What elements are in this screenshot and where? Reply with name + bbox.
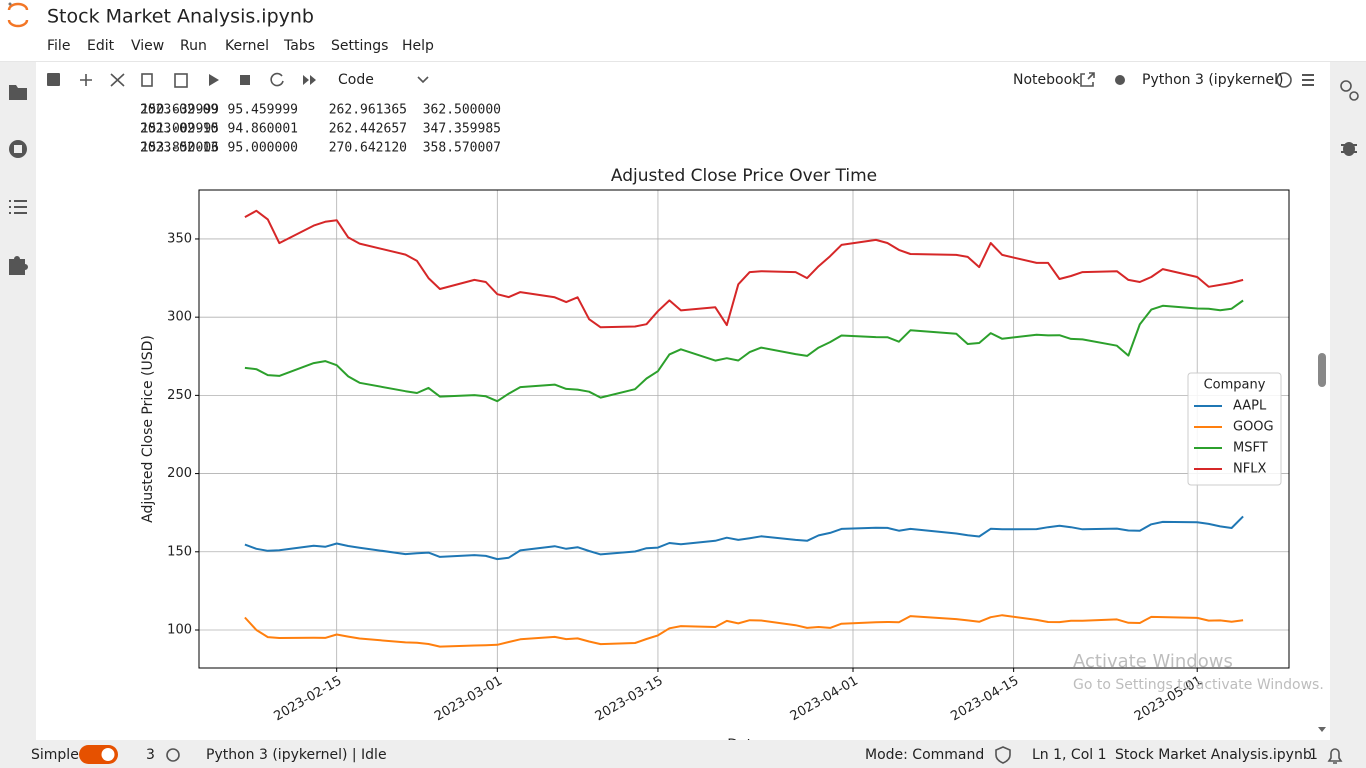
file-browser-icon[interactable] xyxy=(9,85,27,100)
y-tick-label: 150 xyxy=(167,544,192,559)
output-cell: 358.570007 xyxy=(423,141,501,156)
legend-label: AAPL xyxy=(1233,399,1267,414)
menu-item[interactable]: Kernel xyxy=(225,38,269,54)
extension-icon[interactable] xyxy=(9,256,28,275)
watermark-title: Activate Windows xyxy=(1073,651,1233,672)
run-button[interactable] xyxy=(209,74,219,86)
notebook-button[interactable]: Notebook xyxy=(1013,72,1081,88)
kernel-status[interactable]: Python 3 (ipykernel) | Idle xyxy=(206,747,387,763)
series-line xyxy=(244,614,1244,648)
plot-area xyxy=(199,190,1289,668)
scrollbar-thumb[interactable] xyxy=(1318,353,1326,387)
output-cell: 151.009995 xyxy=(141,122,219,137)
y-tick-label: 300 xyxy=(167,310,192,325)
sidebar-icons xyxy=(9,85,28,275)
y-tick-label: 100 xyxy=(167,622,192,637)
output-cell: 262.961365 xyxy=(329,103,407,118)
legend: Company AAPL GOOG MSFT NFLX xyxy=(1187,372,1282,486)
notification-bell[interactable] xyxy=(1327,748,1343,764)
kernel-name[interactable]: Python 3 (ipykernel) xyxy=(1142,72,1283,88)
y-tick-label: 250 xyxy=(167,388,192,403)
output-cell: 270.642120 xyxy=(329,141,407,156)
watermark-text: Go to Settings to activate Windows. xyxy=(1073,677,1324,693)
y-axis-label: Adjusted Close Price (USD) xyxy=(140,335,156,523)
left-sidebar xyxy=(0,62,36,740)
status-bar xyxy=(0,740,1366,768)
menu-bar: File Edit View Run Kernel Tabs Settings Help xyxy=(47,38,434,54)
x-tick-label: 2023-03-15 xyxy=(593,674,666,725)
series-line xyxy=(244,299,1244,403)
right-sidebar xyxy=(1330,62,1366,740)
output-cell: 2023-02-10 xyxy=(140,122,218,137)
toolbar-buttons xyxy=(47,72,1314,88)
scroll-down[interactable] xyxy=(1318,727,1326,732)
legend-label: NFLX xyxy=(1233,462,1266,477)
y-tick-label: 350 xyxy=(167,231,192,246)
simple-mode-toggle[interactable] xyxy=(79,745,118,764)
legend-label: MSFT xyxy=(1233,441,1268,456)
top-bar xyxy=(0,0,1366,62)
output-cell: 94.860001 xyxy=(228,122,298,137)
legend-label: GOOG xyxy=(1233,420,1274,435)
output-cell: 150.639999 xyxy=(141,103,219,118)
jupyter-logo xyxy=(7,2,29,28)
plot-frame xyxy=(198,189,1290,669)
output-cell: 153.850006 xyxy=(141,141,219,156)
x-tick-label: 2023-03-01 xyxy=(432,674,505,725)
y-tick-label: 200 xyxy=(167,466,192,481)
run-all-button[interactable] xyxy=(303,75,316,85)
kernel-icon xyxy=(166,748,180,762)
terminal-count[interactable]: 3 xyxy=(146,747,155,763)
notebook-toolbar xyxy=(36,62,1330,98)
cut-button[interactable] xyxy=(110,73,125,87)
command-mode: Mode: Command xyxy=(865,747,984,763)
stop-button[interactable] xyxy=(240,75,250,85)
debugger-icon[interactable] xyxy=(1341,142,1357,156)
menu-item[interactable]: View xyxy=(131,38,164,54)
simple-mode-label: Simple xyxy=(31,747,79,763)
menu-item[interactable]: Settings xyxy=(331,38,388,54)
insert-button[interactable] xyxy=(80,74,92,86)
x-tick-label: 2023-04-01 xyxy=(788,674,861,725)
legend-title: Company xyxy=(1204,378,1266,393)
paste-button[interactable] xyxy=(174,73,188,88)
copy-button[interactable] xyxy=(141,73,153,87)
x-tick-label: 2023-04-15 xyxy=(948,674,1021,725)
menu-item[interactable]: File xyxy=(47,38,70,54)
restart-button[interactable] xyxy=(270,72,284,87)
save-button[interactable] xyxy=(47,73,60,86)
toc-icon[interactable] xyxy=(9,200,27,214)
output-cell: 2023-02-13 xyxy=(140,141,218,156)
menu-item[interactable]: Help xyxy=(402,38,434,54)
cursor-position[interactable]: Ln 1, Col 1 xyxy=(1032,747,1107,763)
output-cell: 95.000000 xyxy=(228,141,298,156)
series-line xyxy=(244,209,1244,329)
legend-box xyxy=(1187,372,1282,486)
output-cell: 362.500000 xyxy=(423,103,501,118)
property-inspector-icon[interactable] xyxy=(1340,80,1359,101)
menu-item[interactable]: Tabs xyxy=(283,38,315,54)
cell-type-dropdown[interactable]: Code xyxy=(338,72,374,88)
file-name: Stock Market Analysis.ipynb xyxy=(1115,747,1312,763)
output-cell: 95.459999 xyxy=(228,103,298,118)
chart-title: Adjusted Close Price Over Time xyxy=(611,166,877,186)
output-cell: 347.359985 xyxy=(423,122,501,137)
document-title: Stock Market Analysis.ipynb xyxy=(47,6,314,28)
x-axis-label: Date xyxy=(727,737,760,753)
series-line xyxy=(244,515,1244,561)
output-cell: 262.442657 xyxy=(329,122,407,137)
menu-item[interactable]: Edit xyxy=(87,38,115,54)
output-cell: 2023-02-09 xyxy=(140,103,218,118)
trust-icon xyxy=(995,746,1011,764)
notification-count[interactable]: 1 xyxy=(1309,747,1318,763)
menu-item[interactable]: Run xyxy=(180,38,207,54)
x-tick-label: 2023-02-15 xyxy=(271,674,344,725)
